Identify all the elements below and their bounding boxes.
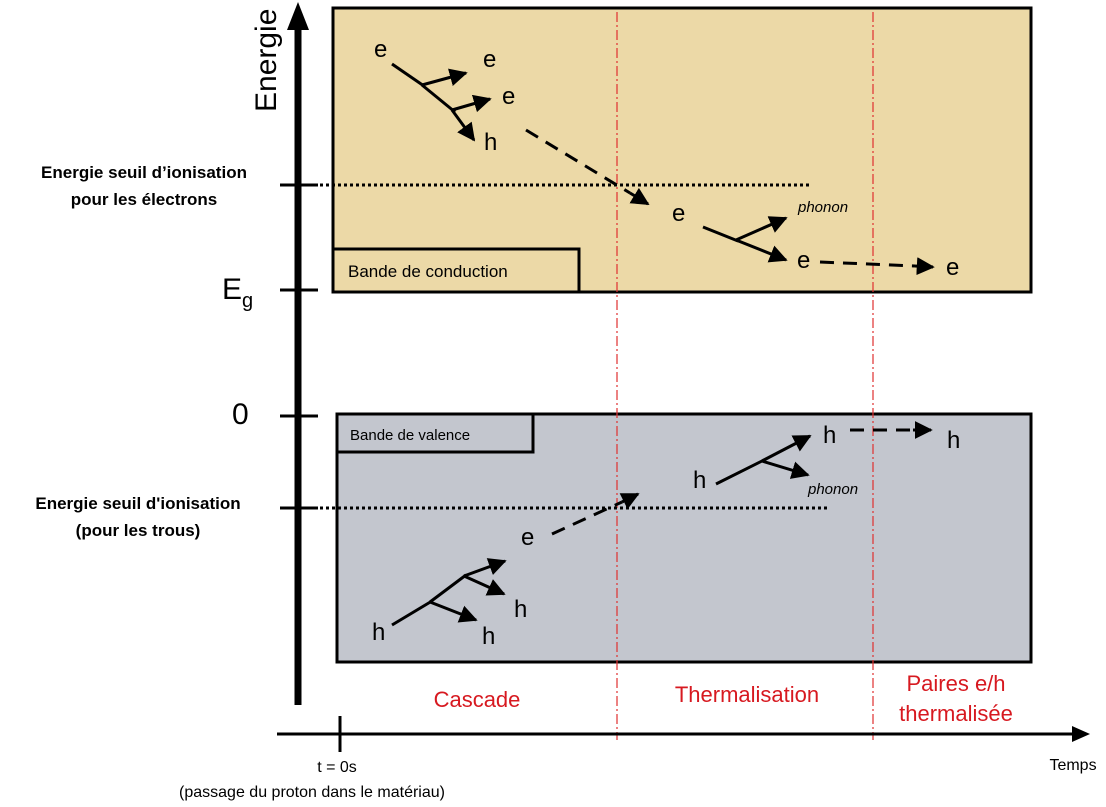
electron-cascade-conduction [391,62,935,276]
electron-7: e [521,524,534,551]
electron-1: e [374,36,387,63]
hole-6: h [823,422,836,449]
conduction-band-label: Bande de conduction [348,262,508,281]
hole-4: h [514,596,527,623]
electron-5: e [797,247,810,274]
phase-cascade: Cascade [434,687,521,712]
electron-threshold-label-1: Energie seuil d’ionisation [41,163,247,182]
t0-note: (passage du proton dans le matériau) [179,784,445,801]
electron-3: e [502,83,515,110]
energy-axis-arrowhead [287,2,309,30]
electron-6: e [946,254,959,281]
hole-threshold-label-2: (pour les trous) [76,521,201,540]
time-axis-label: Temps [1049,757,1096,774]
valence-band [335,412,1033,664]
hole-threshold-label-1: Energie seuil d'ionisation [35,494,240,513]
conduction-band [331,6,1033,294]
electron-2: e [483,46,496,73]
time-axis-arrowhead [1072,726,1090,742]
conduction-band-label-box [331,247,581,294]
hole-7: h [947,427,960,454]
phonon-2: phonon [807,481,858,498]
hole-3: h [482,623,495,650]
hole-cascade-valence [391,421,933,627]
phonon-1: phonon [797,199,848,216]
electron-threshold-label-2: pour les électrons [71,190,217,209]
phase-thermalisation: Thermalisation [675,682,819,707]
phase-pairs-2: thermalisée [899,701,1013,726]
valence-band-label: Bande de valence [350,427,470,444]
zero-label: 0 [232,398,249,431]
eg-label: Eg [222,273,253,312]
electron-4: e [672,200,685,227]
valence-band-label-box [335,412,535,454]
hole-5: h [693,467,706,494]
hole-2: h [372,619,385,646]
energy-axis-label: Energie [250,9,283,112]
t0-label: t = 0s [317,759,357,776]
hole-1: h [484,129,497,156]
phase-pairs-1: Paires e/h [906,671,1005,696]
